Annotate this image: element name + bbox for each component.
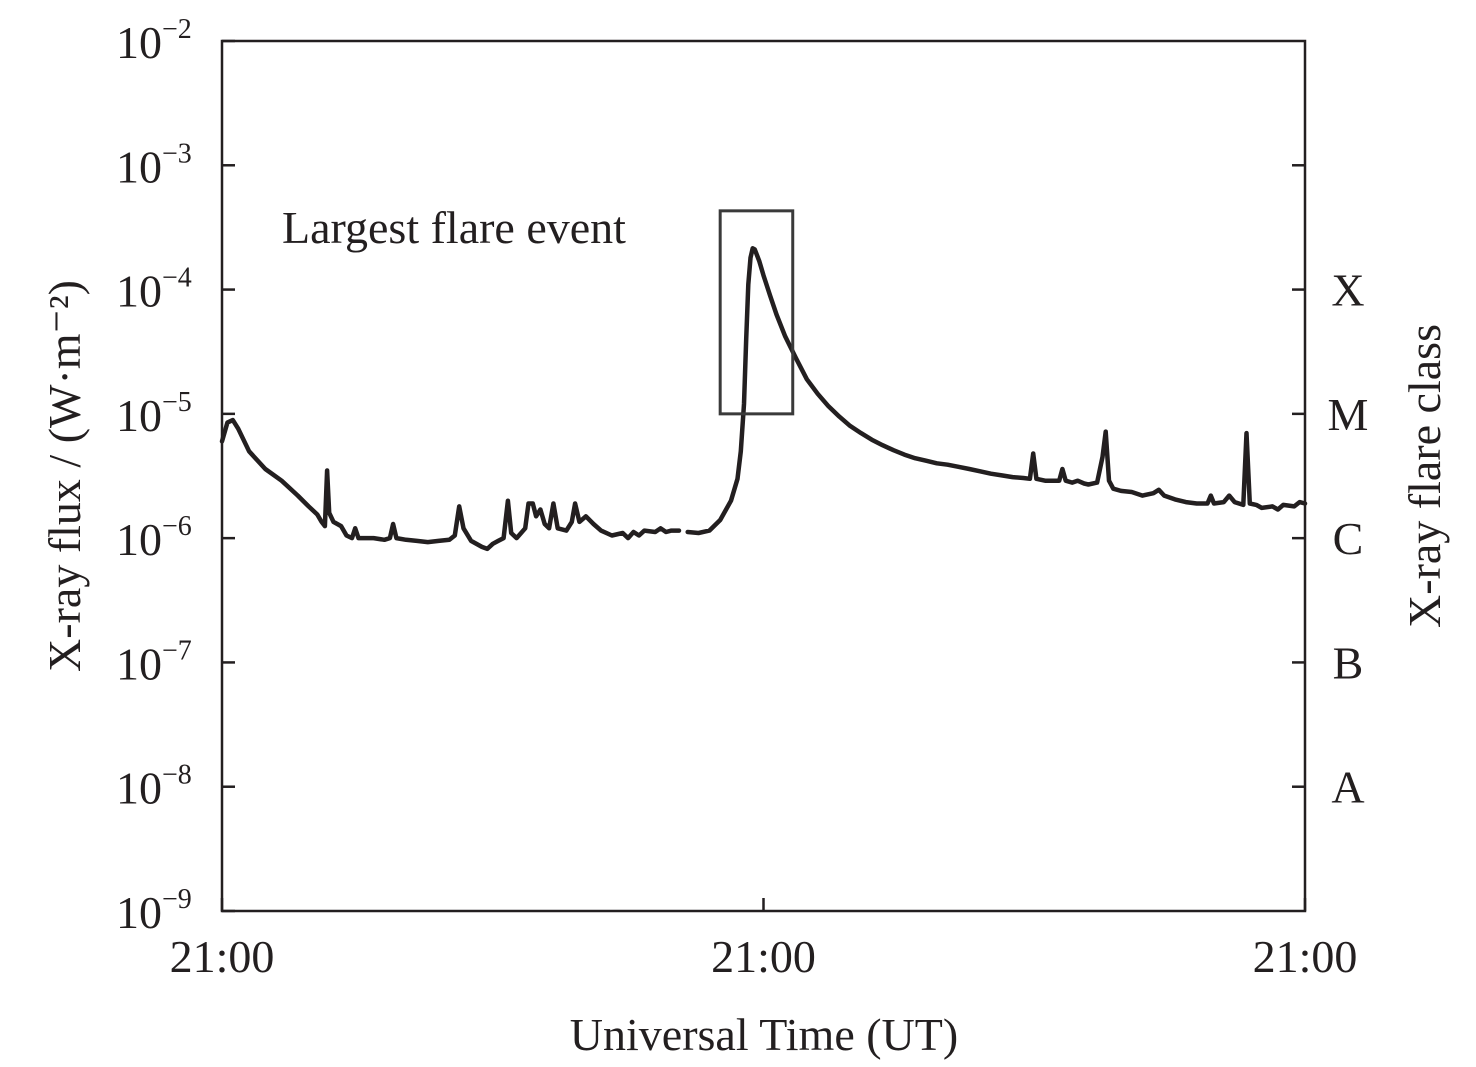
largest-flare-box (718, 209, 795, 416)
flare-class-labels: X M C B A (1292, 164, 1369, 813)
largest-flare-label: Largest flare event (282, 202, 626, 253)
y-tick-base: 10 (116, 390, 162, 441)
plot-border (220, 39, 1307, 913)
flux-series (219, 246, 1308, 552)
flux-line-segment (685, 246, 1308, 536)
flare-class-x: X (1331, 265, 1364, 316)
y-tick-base: 10 (116, 514, 162, 565)
plot-frame (220, 39, 1307, 913)
y-tick-base: 10 (116, 141, 162, 192)
y-tick-exponent: −3 (162, 138, 192, 169)
y-tick-base: 10 (116, 266, 162, 317)
x-tick-label: 21:00 (1253, 931, 1358, 982)
y-tick-base: 10 (116, 887, 162, 938)
y-tick-exponent: −6 (162, 511, 192, 542)
y-tick-label: 10−9 (116, 884, 192, 938)
y-tick-exponent: −8 (162, 760, 192, 791)
y-tick-base: 10 (116, 17, 162, 68)
flare-annotation: Largest flare event (282, 202, 795, 416)
x-tick-label: 21:00 (170, 931, 275, 982)
flux-line-segment (219, 417, 682, 552)
y-axis-ticks: 10−210−310−410−510−610−710−810−9 (116, 14, 235, 938)
y-axis-title: X-ray flux / (W·m⁻²) (39, 280, 90, 672)
y2-axis-title: X-ray flare class (1399, 324, 1450, 628)
y-tick-base: 10 (116, 763, 162, 814)
y-tick-exponent: −2 (162, 14, 192, 45)
x-axis-title: Universal Time (UT) (570, 1009, 958, 1060)
x-tick-label: 21:00 (711, 931, 816, 982)
y-tick-label: 10−6 (116, 511, 192, 565)
x-axis-ticks: 21:00 21:00 21:00 (170, 898, 1358, 982)
y-tick-exponent: −7 (162, 635, 192, 666)
y-tick-label: 10−2 (116, 14, 192, 68)
y-tick-label: 10−8 (116, 760, 192, 814)
flare-class-a: A (1331, 762, 1364, 813)
y-tick-label: 10−5 (116, 387, 192, 441)
y-tick-exponent: −4 (162, 263, 192, 294)
y-tick-label: 10−4 (116, 263, 192, 317)
flare-class-c: C (1333, 513, 1364, 564)
y-tick-label: 10−3 (116, 138, 192, 192)
y-tick-base: 10 (116, 638, 162, 689)
y-tick-label: 10−7 (116, 635, 192, 689)
flare-class-b: B (1333, 637, 1364, 688)
y-tick-exponent: −9 (162, 884, 192, 915)
y-tick-exponent: −5 (162, 387, 192, 418)
flare-class-m: M (1328, 389, 1369, 440)
